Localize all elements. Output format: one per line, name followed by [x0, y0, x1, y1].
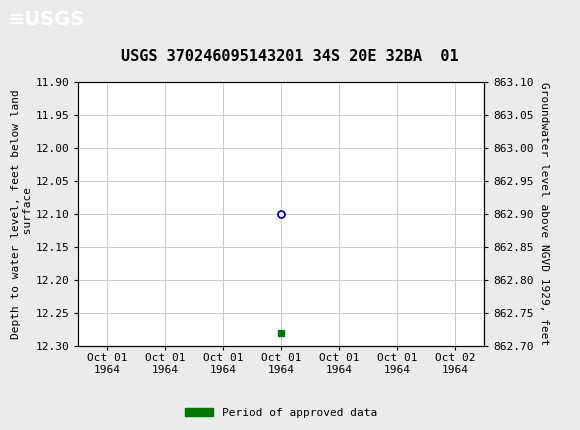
Y-axis label: Groundwater level above NGVD 1929, feet: Groundwater level above NGVD 1929, feet	[539, 82, 549, 346]
Legend: Period of approved data: Period of approved data	[181, 404, 382, 423]
Text: USGS 370246095143201 34S 20E 32BA  01: USGS 370246095143201 34S 20E 32BA 01	[121, 49, 459, 64]
Y-axis label: Depth to water level, feet below land
 surface: Depth to water level, feet below land su…	[11, 89, 32, 339]
Text: ≡USGS: ≡USGS	[9, 10, 85, 29]
